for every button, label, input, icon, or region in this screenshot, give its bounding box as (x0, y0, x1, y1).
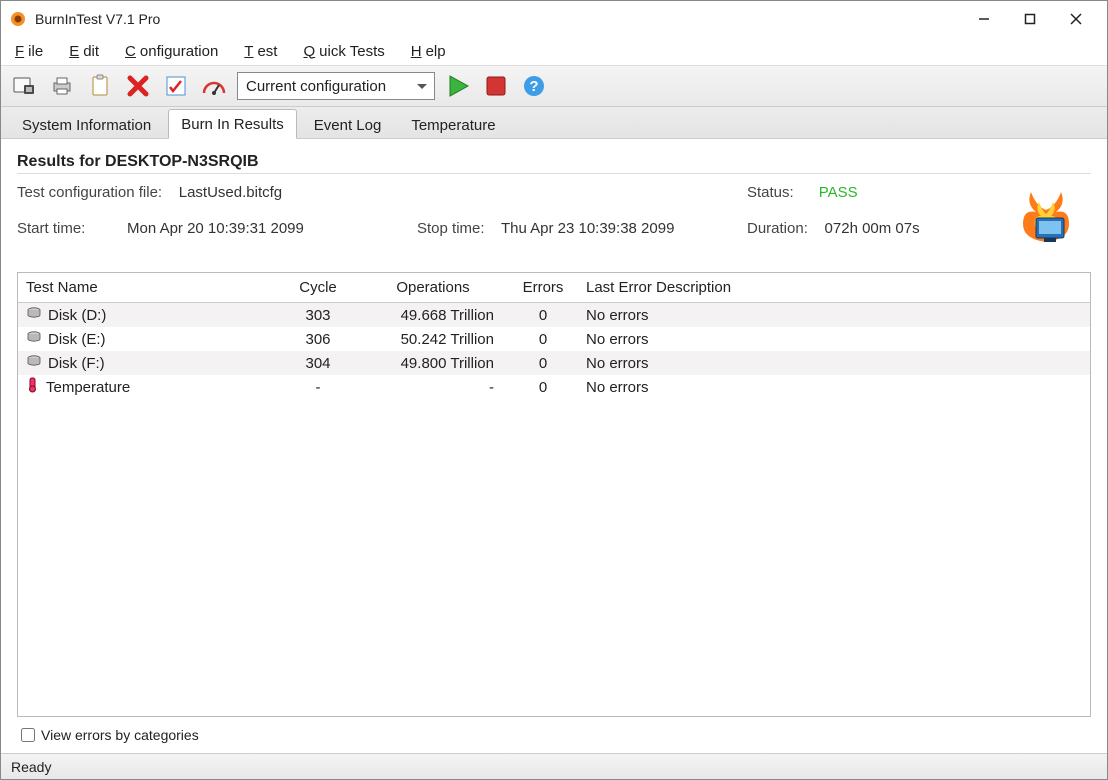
row-last-error: No errors (578, 331, 1090, 348)
menu-file[interactable]: File (7, 41, 47, 62)
print-icon[interactable] (47, 71, 77, 101)
maximize-button[interactable] (1007, 4, 1053, 34)
config-dropdown-value: Current configuration (246, 78, 386, 95)
clear-icon[interactable] (123, 71, 153, 101)
config-dropdown[interactable]: Current configuration (237, 72, 435, 100)
col-operations[interactable]: Operations (358, 279, 508, 296)
help-icon[interactable]: ? (519, 71, 549, 101)
row-errors: 0 (508, 307, 578, 324)
svg-text:?: ? (529, 78, 538, 95)
config-file-label: Test configuration file: (17, 184, 162, 201)
save-report-icon[interactable] (9, 71, 39, 101)
table-row[interactable]: Disk (E:) 30650.242 Trillion0No errors (18, 327, 1090, 351)
app-window: BurnInTest V7.1 Pro File Edit Configurat… (0, 0, 1108, 780)
content-area: Results for DESKTOP-N3SRQIB Test configu… (1, 139, 1107, 753)
config-file-value: LastUsed.bitcfg (179, 184, 282, 201)
menubar: File Edit Configuration Test Quick Tests… (1, 37, 1107, 65)
start-time-label: Start time: (17, 220, 85, 237)
row-name: Temperature (46, 379, 130, 396)
window-title: BurnInTest V7.1 Pro (35, 11, 160, 27)
gauge-icon[interactable] (199, 71, 229, 101)
disk-icon (26, 306, 42, 324)
titlebar: BurnInTest V7.1 Pro (1, 1, 1107, 37)
row-last-error: No errors (578, 379, 1090, 396)
tab-system-information[interactable]: System Information (9, 110, 164, 139)
preferences-icon[interactable] (161, 71, 191, 101)
status-label: Status: (747, 184, 794, 201)
row-operations: 50.242 Trillion (358, 331, 508, 348)
col-test-name[interactable]: Test Name (18, 279, 278, 296)
table-row[interactable]: Disk (D:) 30349.668 Trillion0No errors (18, 303, 1090, 327)
tab-event-log[interactable]: Event Log (301, 110, 395, 139)
table-row[interactable]: Disk (F:) 30449.800 Trillion0No errors (18, 351, 1090, 375)
table-row[interactable]: Temperature--0No errors (18, 375, 1090, 399)
stop-button[interactable] (481, 71, 511, 101)
row-last-error: No errors (578, 355, 1090, 372)
statusbar: Ready (1, 753, 1107, 779)
row-operations: 49.800 Trillion (358, 355, 508, 372)
results-header: Results for DESKTOP-N3SRQIB (17, 153, 1091, 174)
row-name: Disk (D:) (48, 307, 106, 324)
toolbar: Current configuration ? (1, 65, 1107, 107)
minimize-button[interactable] (961, 4, 1007, 34)
tab-burn-in-results[interactable]: Burn In Results (168, 109, 297, 139)
row-operations: 49.668 Trillion (358, 307, 508, 324)
col-cycle[interactable]: Cycle (278, 279, 358, 296)
stop-time-value: Thu Apr 23 10:39:38 2099 (501, 220, 674, 237)
row-cycle: 303 (278, 307, 358, 324)
menu-edit[interactable]: Edit (61, 41, 103, 62)
row-cycle: 306 (278, 331, 358, 348)
tab-temperature[interactable]: Temperature (398, 110, 508, 139)
status-value: PASS (819, 184, 858, 201)
disk-icon (26, 330, 42, 348)
row-cycle: - (278, 379, 358, 396)
row-errors: 0 (508, 331, 578, 348)
col-errors[interactable]: Errors (508, 279, 578, 296)
menu-test[interactable]: Test (236, 41, 281, 62)
row-name: Disk (F:) (48, 355, 105, 372)
thermometer-icon (26, 377, 40, 397)
start-time-value: Mon Apr 20 10:39:31 2099 (127, 220, 304, 237)
stop-time-label: Stop time: (417, 220, 485, 237)
menu-quick-tests[interactable]: Quick Tests (295, 41, 388, 62)
row-errors: 0 (508, 379, 578, 396)
results-grid: Test Name Cycle Operations Errors Last E… (17, 272, 1091, 717)
grid-header: Test Name Cycle Operations Errors Last E… (18, 273, 1090, 303)
col-last-error[interactable]: Last Error Description (578, 279, 1090, 296)
view-errors-label: View errors by categories (41, 727, 199, 743)
tabstrip: System Information Burn In Results Event… (1, 107, 1107, 139)
disk-icon (26, 354, 42, 372)
row-last-error: No errors (578, 307, 1090, 324)
statusbar-text: Ready (11, 759, 51, 775)
play-button[interactable] (443, 71, 473, 101)
view-errors-checkbox-row: View errors by categories (17, 717, 1091, 749)
fire-monitor-icon (1001, 184, 1091, 248)
menu-configuration[interactable]: Configuration (117, 41, 222, 62)
row-name: Disk (E:) (48, 331, 106, 348)
row-operations: - (358, 379, 508, 396)
summary: Test configuration file: LastUsed.bitcfg… (17, 184, 1091, 248)
duration-value: 072h 00m 07s (825, 220, 920, 237)
app-icon (9, 10, 27, 28)
clipboard-icon[interactable] (85, 71, 115, 101)
view-errors-checkbox[interactable] (21, 728, 35, 742)
close-button[interactable] (1053, 4, 1099, 34)
duration-label: Duration: (747, 220, 808, 237)
row-cycle: 304 (278, 355, 358, 372)
row-errors: 0 (508, 355, 578, 372)
menu-help[interactable]: Help (403, 41, 450, 62)
